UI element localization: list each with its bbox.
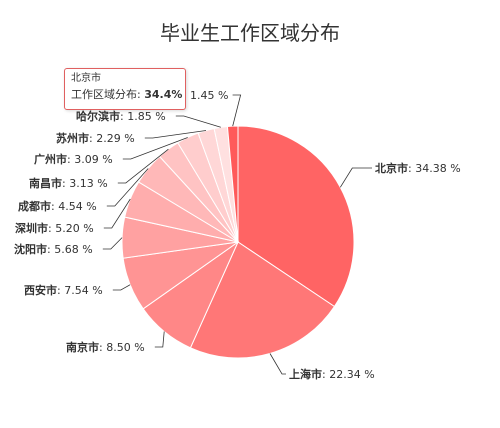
tooltip-series-label: 工作区域分布: — [71, 88, 141, 101]
leader-line — [112, 284, 131, 291]
slice-label: 苏州市: 2.29 % — [56, 131, 135, 145]
leader-line — [106, 168, 149, 207]
leader-line — [103, 198, 131, 229]
slice-label: 沈阳市: 5.68 % — [14, 242, 93, 256]
leader-line — [102, 237, 123, 250]
slice-label: 西安市: 7.54 % — [24, 283, 103, 297]
chart-title: 毕业生工作区域分布 — [160, 21, 340, 45]
slice-label: 北京市: 34.38 % — [375, 161, 461, 175]
leader-line — [269, 353, 286, 375]
slice-label: 南昌市: 3.13 % — [29, 176, 108, 190]
pie-slice[interactable] — [226, 125, 239, 243]
pie-slice[interactable] — [189, 241, 336, 359]
tooltip-row: 工作区域分布: 34.4% — [71, 86, 183, 103]
slice-label: 1.45 % — [190, 89, 228, 102]
slice-label: 上海市: 22.34 % — [289, 367, 375, 381]
leader-line — [117, 148, 169, 184]
leader-line — [154, 331, 165, 348]
leader-line — [339, 167, 372, 188]
tooltip-title: 北京市 — [71, 73, 101, 84]
tooltip-value: 34.4% — [144, 88, 183, 101]
leader-line — [144, 130, 207, 139]
leader-line — [175, 115, 221, 128]
leader-line — [122, 137, 188, 160]
leader-line — [232, 94, 242, 127]
pie-slices — [121, 125, 355, 359]
slice-label: 深圳市: 5.20 % — [15, 221, 94, 235]
slice-labels: 北京市: 34.38 % 上海市: 22.34 % 南京市: 8.50 % 西安市: … — [14, 89, 461, 381]
slice-label: 南京市: 8.50 % — [66, 340, 145, 354]
slice-label: 成都市: 4.54 % — [18, 199, 97, 213]
slice-label: 哈尔滨市: 1.85 % — [76, 109, 166, 123]
slice-label: 广州市: 3.09 % — [34, 152, 113, 166]
tooltip: 北京市 工作区域分布: 34.4% — [64, 68, 186, 110]
